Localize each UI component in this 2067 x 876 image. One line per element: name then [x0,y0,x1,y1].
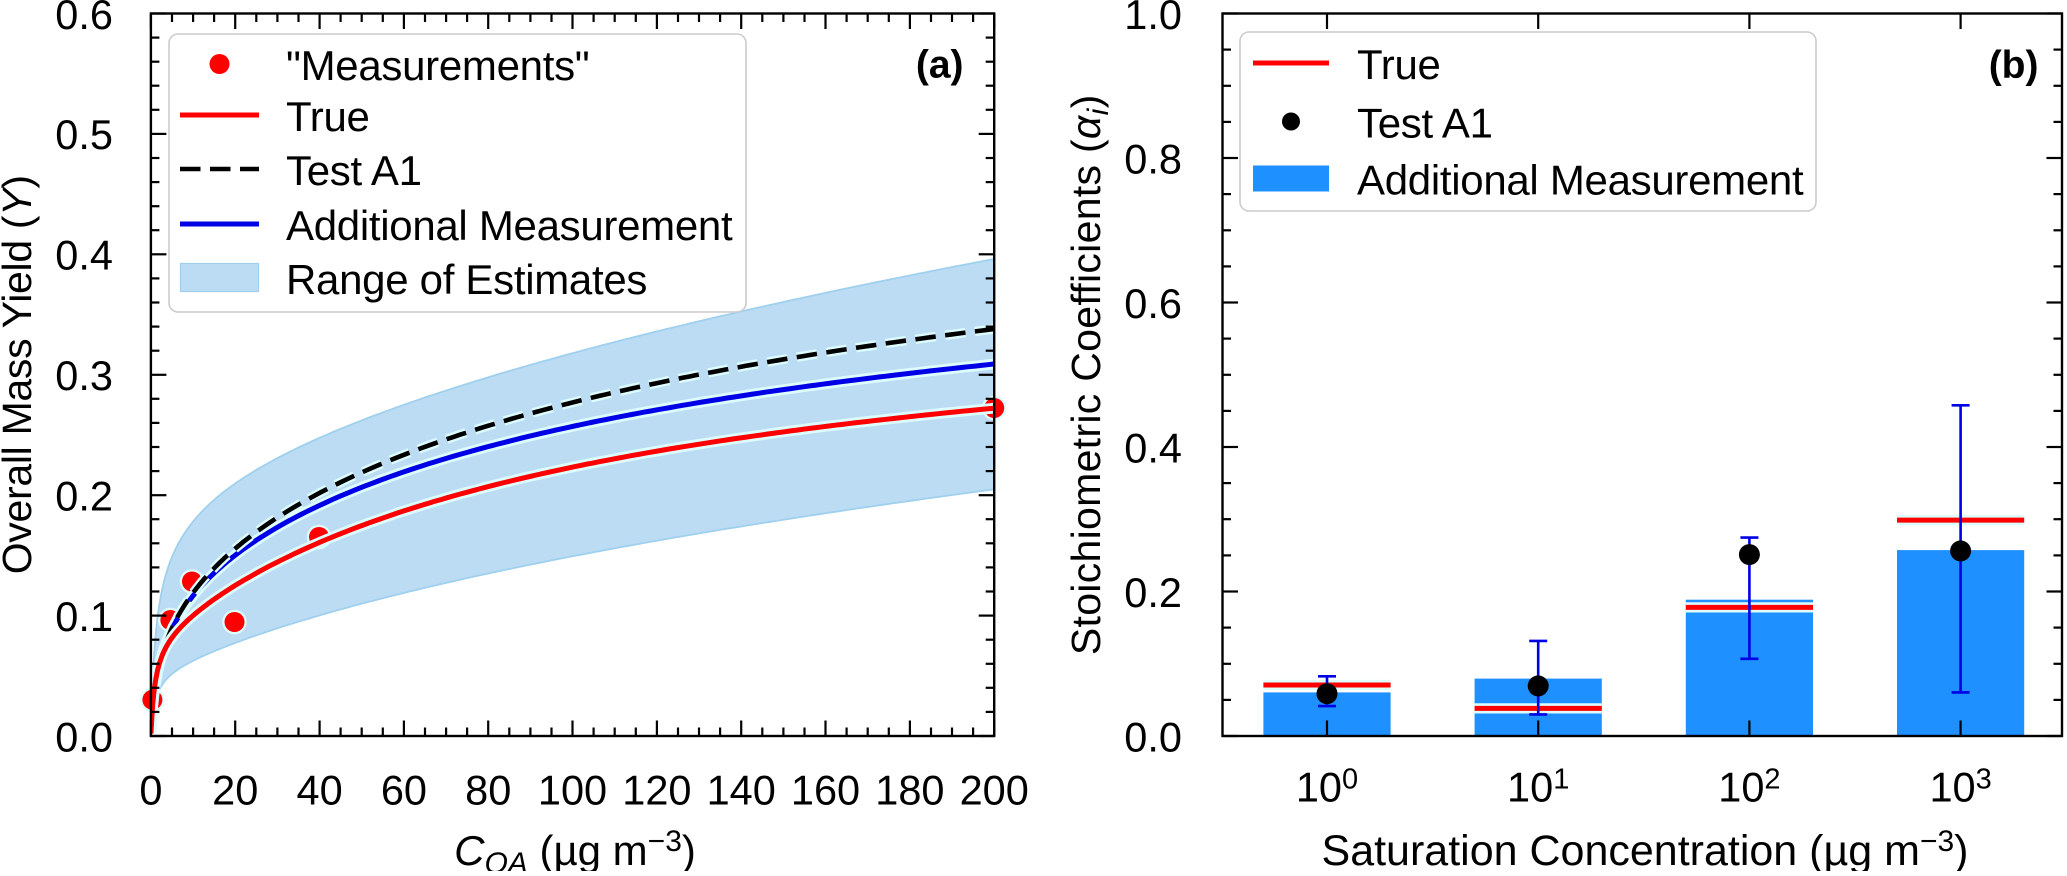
svg-text:Additional Measurement: Additional Measurement [286,202,733,249]
svg-text:(a): (a) [916,44,964,87]
svg-text:0.8: 0.8 [1124,135,1182,182]
svg-text:True: True [1357,41,1441,88]
svg-text:1.0: 1.0 [1124,0,1182,38]
svg-text:Test A1: Test A1 [286,147,422,194]
svg-text:(b): (b) [1989,44,2039,87]
svg-text:200: 200 [960,767,1029,814]
svg-text:120: 120 [622,767,691,814]
svg-text:Additional Measurement: Additional Measurement [1357,157,1804,204]
svg-text:80: 80 [465,767,511,814]
svg-text:40: 40 [297,767,343,814]
svg-text:"Measurements": "Measurements" [286,42,589,89]
svg-text:0.0: 0.0 [1124,713,1182,760]
svg-text:160: 160 [791,767,860,814]
svg-text:0.4: 0.4 [1124,424,1182,471]
svg-text:0.2: 0.2 [1124,569,1182,616]
svg-text:140: 140 [707,767,776,814]
svg-text:True: True [286,93,370,140]
svg-text:Test A1: Test A1 [1357,100,1493,147]
svg-text:0.5: 0.5 [55,111,113,158]
svg-text:0.6: 0.6 [55,0,113,38]
svg-text:0: 0 [139,767,162,814]
svg-text:COA (µg m−3): COA (µg m−3) [454,825,696,871]
svg-text:Stoichiometric Coefficients (α: Stoichiometric Coefficients (αi) [1063,94,1115,655]
svg-text:Saturation Concentration (µg m: Saturation Concentration (µg m−3) [1322,825,1969,871]
svg-text:0.3: 0.3 [55,352,113,399]
svg-text:0.0: 0.0 [55,713,113,760]
svg-text:60: 60 [381,767,427,814]
svg-text:0.4: 0.4 [55,232,113,279]
svg-text:100: 100 [538,767,607,814]
svg-text:180: 180 [875,767,944,814]
svg-text:0.2: 0.2 [55,473,113,520]
svg-text:Overall Mass Yield (Y): Overall Mass Yield (Y) [0,175,40,574]
svg-text:0.1: 0.1 [55,593,113,640]
svg-text:20: 20 [212,767,258,814]
svg-text:0.6: 0.6 [1124,280,1182,327]
svg-text:Range of Estimates: Range of Estimates [286,256,647,303]
